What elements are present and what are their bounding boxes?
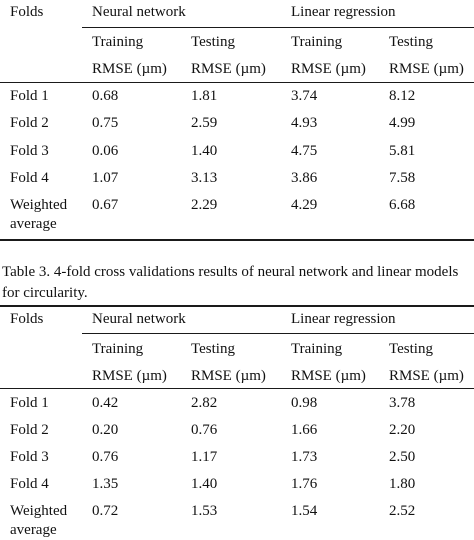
table-cell: 1.81 [191, 88, 218, 104]
table-cell: 2.52 [389, 503, 416, 519]
row-label: Weighted [10, 503, 68, 519]
table-cell: 0.98 [291, 395, 318, 411]
folds-header: Folds [10, 4, 44, 20]
table-cell: 4.99 [389, 115, 416, 131]
sub-unit: RMSE (µm) [191, 368, 266, 384]
table-cell: 5.81 [389, 143, 416, 159]
table-cell: 7.58 [389, 170, 416, 186]
sub-unit: RMSE (µm) [291, 61, 366, 77]
sub-header: Training [92, 34, 144, 50]
table-cell: 0.76 [191, 422, 218, 438]
sub-unit: RMSE (µm) [191, 61, 266, 77]
table-cell: 0.75 [92, 115, 119, 131]
table-cell: 1.35 [92, 476, 119, 492]
table-cell: 2.20 [389, 422, 416, 438]
neural-network-header: Neural network [92, 311, 186, 327]
row-label: Fold 4 [10, 170, 49, 186]
table-cell: 2.50 [389, 449, 416, 465]
row-label: Fold 1 [10, 88, 49, 104]
table-cell: 1.54 [291, 503, 318, 519]
table-cell: 3.86 [291, 170, 318, 186]
row-label: Fold 2 [10, 115, 49, 131]
table-cell: 3.13 [191, 170, 218, 186]
folds-header: Folds [10, 311, 44, 327]
table-cell: 0.67 [92, 197, 119, 213]
row-label: Weighted [10, 197, 68, 213]
table-cell: 1.40 [191, 476, 218, 492]
group-rule [82, 27, 474, 28]
table-cell: 1.40 [191, 143, 218, 159]
table-cell: 1.53 [191, 503, 218, 519]
row-label: average [10, 216, 57, 232]
sub-unit: RMSE (µm) [389, 368, 464, 384]
table-cell: 0.20 [92, 422, 119, 438]
row-label: Fold 3 [10, 449, 49, 465]
row-label: Fold 4 [10, 476, 49, 492]
table-cell: 4.93 [291, 115, 318, 131]
linear-regression-header: Linear regression [291, 4, 396, 20]
sub-unit: RMSE (µm) [92, 368, 167, 384]
table-cell: 1.07 [92, 170, 119, 186]
header-rule [0, 388, 474, 389]
sub-header: Testing [191, 34, 235, 50]
sub-header: Training [92, 341, 144, 357]
row-label: average [10, 522, 57, 538]
sub-header: Testing [389, 34, 433, 50]
table-cell: 1.66 [291, 422, 318, 438]
row-label: Fold 2 [10, 422, 49, 438]
row-label: Fold 1 [10, 395, 49, 411]
neural-network-header: Neural network [92, 4, 186, 20]
linear-regression-header: Linear regression [291, 311, 396, 327]
table-cell: 1.73 [291, 449, 318, 465]
sub-header: Testing [191, 341, 235, 357]
table-cell: 0.06 [92, 143, 119, 159]
table-cell: 2.29 [191, 197, 218, 213]
table-cell: 6.68 [389, 197, 416, 213]
table-cell: 2.59 [191, 115, 218, 131]
sub-header: Testing [389, 341, 433, 357]
table-cell: 0.42 [92, 395, 119, 411]
table-cell: 3.74 [291, 88, 318, 104]
table-cell: 2.82 [191, 395, 218, 411]
table-cell: 0.68 [92, 88, 119, 104]
sub-header: Training [291, 34, 343, 50]
table-cell: 4.29 [291, 197, 318, 213]
table-cell: 1.80 [389, 476, 416, 492]
row-label: Fold 3 [10, 143, 49, 159]
table-caption: Table 3. 4-fold cross validations result… [2, 264, 459, 301]
table-cell: 0.72 [92, 503, 119, 519]
sub-unit: RMSE (µm) [389, 61, 464, 77]
table-cell: 4.75 [291, 143, 318, 159]
top-rule [0, 305, 474, 307]
sub-header: Training [291, 341, 343, 357]
group-rule [82, 333, 474, 334]
bottom-rule [0, 239, 474, 241]
table-cell: 8.12 [389, 88, 416, 104]
table-cell: 1.17 [191, 449, 218, 465]
table-cell: 0.76 [92, 449, 119, 465]
table-cell: 1.76 [291, 476, 318, 492]
header-rule [0, 82, 474, 83]
table-cell: 3.78 [389, 395, 416, 411]
sub-unit: RMSE (µm) [291, 368, 366, 384]
sub-unit: RMSE (µm) [92, 61, 167, 77]
